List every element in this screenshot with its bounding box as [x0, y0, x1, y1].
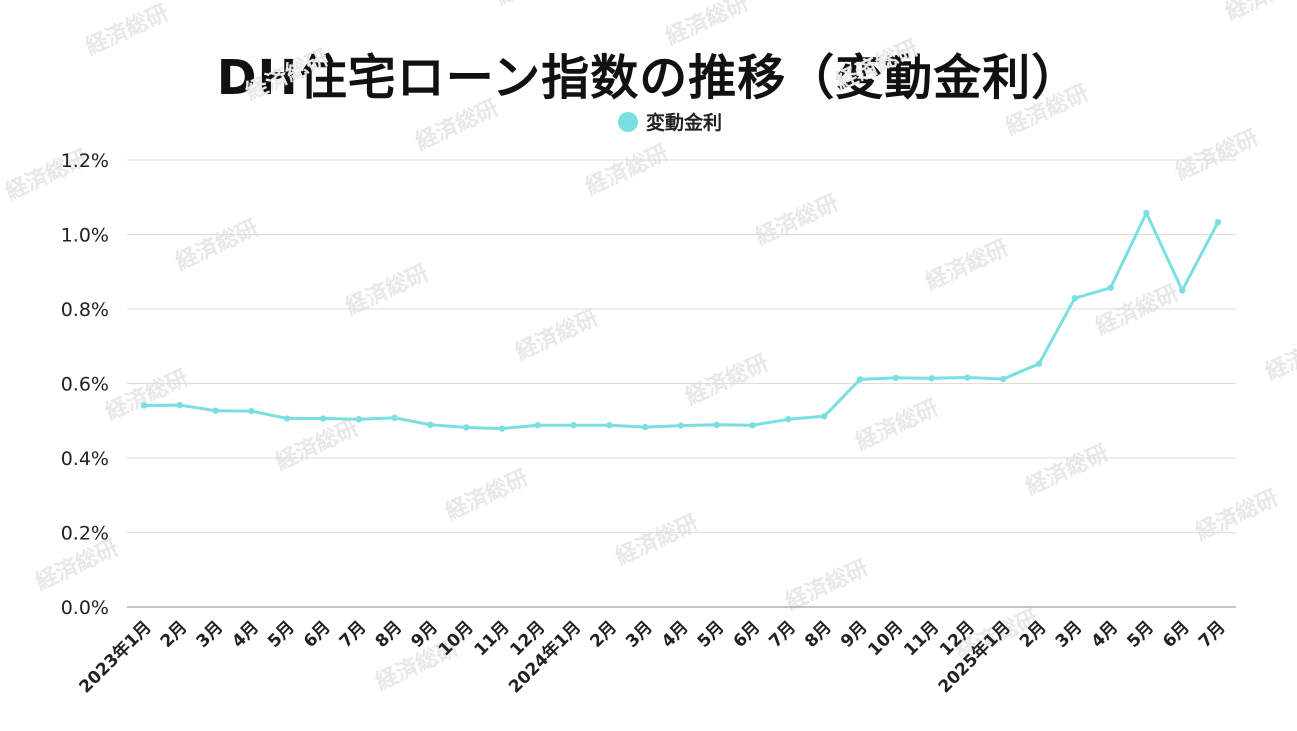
data-point [606, 422, 613, 429]
watermark-text: 経済総研 [242, 45, 333, 106]
x-tick-label: 4月 [228, 617, 263, 652]
data-point [928, 375, 935, 382]
data-point [1214, 219, 1222, 226]
watermark-text: 経済総研 [82, 0, 173, 60]
watermark-text: 経済総研 [1222, 0, 1297, 25]
data-point [1035, 360, 1043, 367]
watermark-text: 経済総研 [922, 235, 1013, 296]
x-tick-label: 10月 [864, 617, 907, 660]
x-tick-label: 2月 [586, 617, 621, 652]
data-point [498, 425, 506, 432]
data-point [212, 407, 219, 414]
x-tick-label: 6月 [1159, 617, 1194, 652]
watermark-text: 経済総研 [342, 260, 433, 321]
x-tick-label: 4月 [1088, 617, 1123, 652]
x-tick-label: 3月 [193, 617, 228, 652]
data-point [1107, 284, 1114, 291]
x-tick-label: 5月 [694, 617, 729, 652]
data-point [1071, 294, 1079, 302]
watermark-text: 経済総研 [1262, 325, 1297, 386]
y-tick-label: 0.2% [61, 523, 109, 545]
legend: 変動金利 [618, 111, 722, 134]
data-point [391, 414, 398, 421]
y-tick-label: 0.8% [61, 299, 109, 321]
legend-marker [618, 112, 638, 132]
watermark-text: 経済総研 [512, 305, 603, 366]
data-point [427, 421, 434, 429]
x-tick-label: 7月 [765, 617, 800, 652]
watermark-text: 経済総研 [412, 95, 503, 156]
x-tick-label: 5月 [1123, 617, 1158, 652]
data-point [534, 422, 541, 429]
watermark-text: 経済総研 [172, 215, 263, 276]
x-tick-label: 6月 [730, 617, 765, 652]
y-axis-ticks: 0.0% 0.2% 0.4% 0.6% 0.8% 1.0% 1.2% [61, 150, 109, 619]
watermark-text: 経済総研 [682, 350, 773, 411]
watermark-text: 経済総研 [102, 365, 193, 426]
data-point [642, 423, 649, 431]
data-point [856, 376, 864, 383]
watermark-layer: 経済総研経済総研経済総研経済総研経済総研経済総研経済総研経済総研経済総研経済総研… [2, 0, 1297, 695]
data-point [821, 413, 828, 420]
gridlines [127, 159, 1236, 608]
x-tick-label: 7月 [336, 617, 371, 652]
watermark-text: 経済総研 [272, 415, 363, 476]
data-point [1179, 287, 1186, 294]
data-point [355, 416, 362, 423]
x-tick-label: 8月 [801, 617, 836, 652]
x-tick-label: 2023年1月 [75, 617, 156, 698]
data-point [1143, 209, 1150, 217]
data-point [319, 415, 327, 422]
y-tick-label: 1.0% [61, 225, 109, 247]
data-point [677, 422, 685, 429]
x-tick-label: 11月 [900, 617, 943, 660]
watermark-text: 経済総研 [752, 190, 843, 251]
data-point [713, 421, 720, 429]
x-tick-label: 3月 [1052, 617, 1087, 652]
watermark-text: 経済総研 [1022, 440, 1113, 501]
watermark-text: 経済総研 [582, 140, 673, 201]
x-tick-label: 2月 [157, 617, 192, 652]
watermark-text: 経済総研 [612, 510, 703, 571]
data-point [785, 416, 792, 423]
x-tick-label: 7月 [1195, 617, 1230, 652]
y-tick-label: 0.6% [61, 374, 109, 396]
x-tick-label: 6月 [300, 617, 335, 652]
y-tick-label: 0.4% [61, 448, 109, 470]
watermark-text: 経済総研 [662, 0, 753, 50]
legend-label: 変動金利 [646, 111, 722, 134]
data-point [749, 422, 756, 429]
x-tick-label: 3月 [622, 617, 657, 652]
y-tick-label: 0.0% [61, 597, 109, 619]
data-point [463, 424, 470, 431]
series-line [143, 211, 1220, 431]
data-point [1000, 375, 1007, 383]
x-tick-label: 4月 [658, 617, 693, 652]
data-point [964, 374, 971, 381]
watermark-text: 経済総研 [1172, 125, 1263, 186]
watermark-text: 経済総研 [1192, 485, 1283, 546]
series-layer [140, 209, 1222, 432]
data-point [140, 402, 148, 409]
watermark-text: 経済総研 [1002, 80, 1093, 141]
data-point [284, 415, 291, 422]
y-tick-label: 1.2% [61, 150, 109, 172]
watermark-text: 経済総研 [832, 35, 923, 96]
x-tick-label: 11月 [471, 617, 514, 660]
watermark-text: 経済総研 [492, 0, 583, 10]
x-tick-label: 8月 [372, 617, 407, 652]
watermark-text: 経済総研 [442, 465, 533, 526]
data-point [892, 374, 899, 382]
data-point [176, 401, 183, 409]
chart-title: DH住宅ローン指数の推移（変動金利） [216, 50, 1081, 106]
data-point [570, 422, 577, 429]
data-point [248, 407, 255, 415]
watermark-text: 経済総研 [782, 555, 873, 616]
x-tick-label: 5月 [264, 617, 299, 652]
watermark-text: 経済総研 [852, 395, 943, 456]
